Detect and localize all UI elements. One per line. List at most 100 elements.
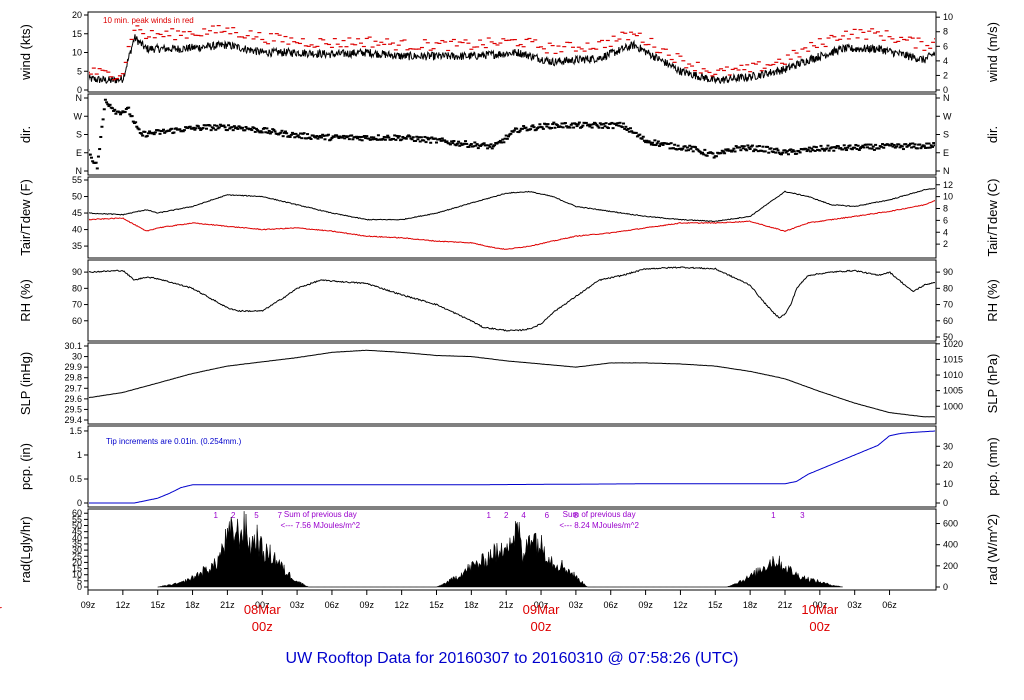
data-point <box>209 129 213 132</box>
data-point <box>309 138 313 141</box>
data-point <box>712 156 716 159</box>
y-tick-label-right: 20 <box>943 460 953 470</box>
data-point <box>512 129 516 132</box>
y-tick-label: 10 <box>72 48 82 58</box>
data-point <box>465 142 469 145</box>
data-point <box>931 145 935 148</box>
data-point <box>360 139 364 142</box>
data-point <box>486 147 490 150</box>
data-point <box>675 148 679 151</box>
data-point <box>671 147 675 150</box>
data-point <box>106 103 110 106</box>
data-point <box>372 136 376 139</box>
panel-frame <box>87 508 937 591</box>
data-point <box>752 150 756 153</box>
y-tick-label: N <box>76 93 83 103</box>
data-point <box>401 135 405 138</box>
data-point <box>467 145 471 148</box>
data-point <box>330 136 334 139</box>
y-tick-label-right: 1010 <box>943 370 963 380</box>
data-point <box>812 145 816 148</box>
x-tick-label: 21z <box>499 600 514 610</box>
data-point <box>192 126 196 129</box>
data-point <box>545 125 549 128</box>
data-point <box>864 143 868 146</box>
data-point <box>918 143 922 146</box>
data-point <box>89 156 93 159</box>
data-point <box>311 134 315 137</box>
data-point <box>822 149 826 152</box>
x-tick-label: 15z <box>150 600 165 610</box>
data-point <box>601 126 605 129</box>
data-point <box>107 105 111 108</box>
data-point <box>649 143 653 146</box>
y-tick-label: 10 <box>72 570 82 580</box>
hour-marker: 3 <box>800 511 805 520</box>
data-point <box>304 137 308 140</box>
data-point <box>249 127 253 130</box>
series-group <box>89 98 935 170</box>
y-tick-label: 0 <box>77 582 82 592</box>
data-point <box>836 145 840 148</box>
data-point <box>266 131 270 134</box>
date-sublabel: 00z <box>531 619 552 634</box>
data-point <box>217 126 221 129</box>
data-point <box>263 127 267 130</box>
data-point <box>462 142 466 145</box>
x-tick-label: 00z <box>813 600 828 610</box>
y-tick-label-right: 10 <box>943 192 953 202</box>
data-point <box>113 108 117 111</box>
y-tick-label: 45 <box>72 208 82 218</box>
data-point <box>315 135 319 138</box>
data-point <box>268 132 272 135</box>
data-point <box>211 127 215 130</box>
data-point <box>839 147 843 150</box>
x-tick-label: 09z <box>638 600 653 610</box>
series-group <box>89 430 935 504</box>
data-point <box>408 135 412 138</box>
data-point <box>98 148 102 151</box>
data-point <box>395 134 399 137</box>
data-point <box>500 141 504 144</box>
data-point <box>676 144 680 147</box>
data-point <box>841 148 845 151</box>
data-point <box>732 147 736 150</box>
data-point <box>538 123 542 126</box>
data-point <box>396 136 400 139</box>
y-tick-label-right: 2 <box>943 70 948 80</box>
y-tick-label-right: 0 <box>943 582 948 592</box>
data-point <box>346 135 350 138</box>
data-point <box>411 136 415 139</box>
panel-temp: 35 40 45 50 55 2 4 68 10 12 Tair/Tdew (F) Tair/Tdew… <box>18 175 1000 259</box>
data-point <box>786 153 790 156</box>
data-point <box>457 140 461 143</box>
data-point <box>845 149 849 152</box>
annotation: <--- 8.24 MJoules/m^2 <box>559 521 639 530</box>
y-tick-label-right: 30 <box>943 441 953 451</box>
data-point <box>186 127 190 130</box>
data-point <box>552 121 556 124</box>
data-point <box>912 145 916 148</box>
y-tick-label: 1 <box>77 450 82 460</box>
data-point <box>783 149 787 152</box>
data-point <box>181 130 185 133</box>
data-point <box>667 142 671 145</box>
data-point <box>368 138 372 141</box>
data-point <box>534 128 538 131</box>
data-point <box>417 136 421 139</box>
data-point <box>598 122 602 125</box>
data-point <box>701 151 705 154</box>
y-tick-label-right: 8 <box>943 204 948 214</box>
data-point <box>383 138 387 141</box>
x-tick-label: 12z <box>116 600 131 610</box>
data-point <box>281 135 285 138</box>
hour-marker: 8 <box>574 511 579 520</box>
data-point <box>775 147 779 150</box>
data-point <box>134 121 138 124</box>
data-point <box>855 147 859 150</box>
data-point <box>351 138 355 141</box>
data-point <box>487 144 491 147</box>
data-point <box>365 135 369 138</box>
panel-frame <box>87 425 937 508</box>
y-tick-label-right: 12 <box>943 180 953 190</box>
